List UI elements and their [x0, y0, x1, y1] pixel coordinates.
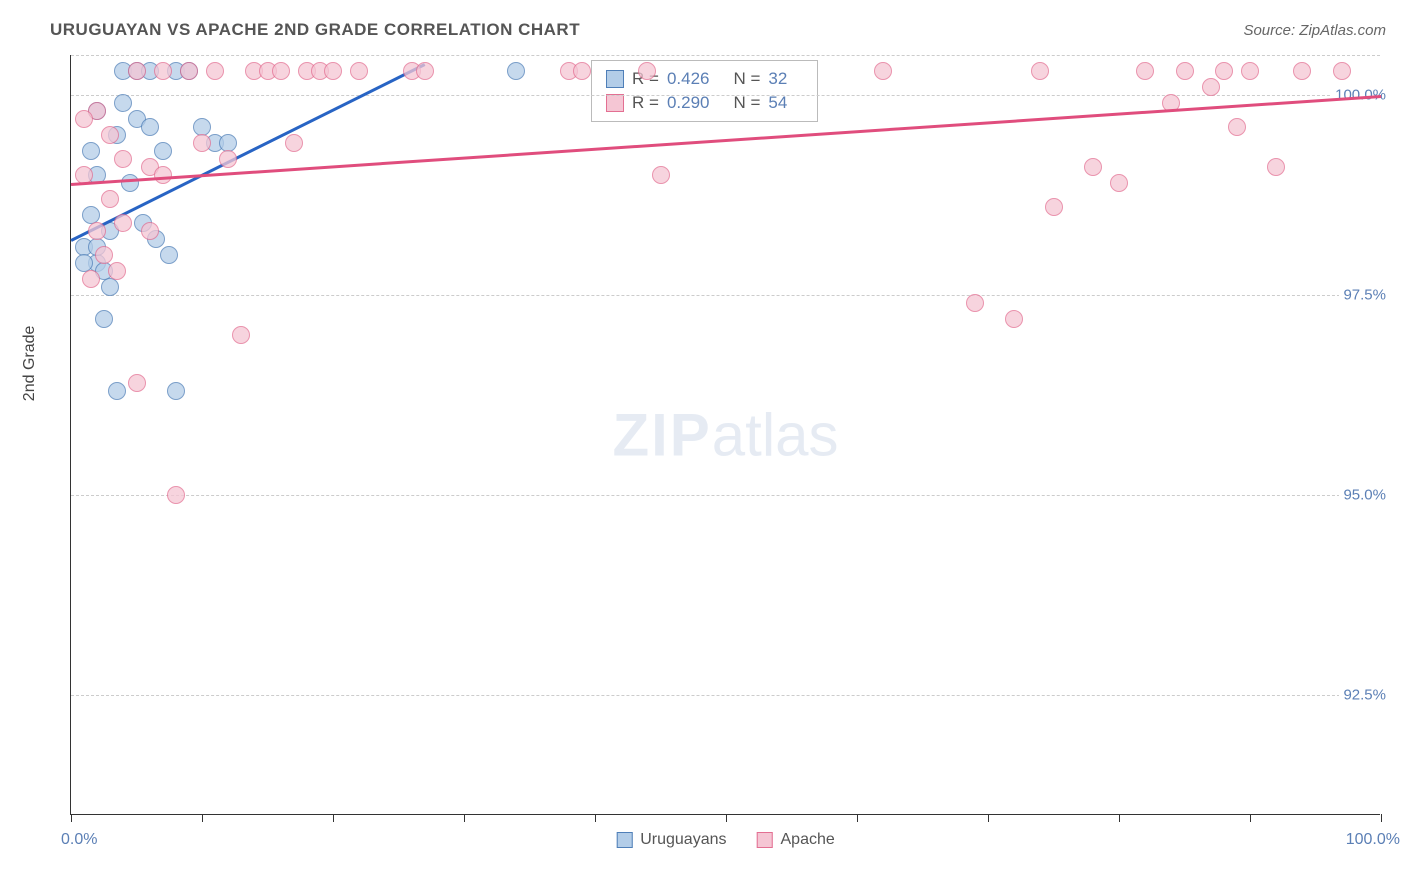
x-tick	[202, 814, 203, 822]
data-point	[180, 62, 198, 80]
data-point	[285, 134, 303, 152]
swatch-icon	[757, 832, 773, 848]
y-tick-label: 95.0%	[1339, 487, 1390, 504]
y-tick-label: 92.5%	[1339, 687, 1390, 704]
data-point	[160, 246, 178, 264]
data-point	[652, 166, 670, 184]
data-point	[416, 62, 434, 80]
data-point	[114, 214, 132, 232]
x-axis-max-label: 100.0%	[1346, 831, 1400, 849]
data-point	[128, 62, 146, 80]
y-axis-title: 2nd Grade	[21, 326, 39, 402]
r-value: 0.426	[667, 69, 710, 89]
scatter-chart: ZIPatlas R = 0.426 N = 32 R = 0.290 N = …	[70, 55, 1380, 815]
gridline	[71, 695, 1380, 696]
data-point	[141, 118, 159, 136]
data-point	[114, 94, 132, 112]
watermark: ZIPatlas	[612, 400, 838, 469]
data-point	[1333, 62, 1351, 80]
data-point	[1202, 78, 1220, 96]
data-point	[219, 150, 237, 168]
x-tick	[1119, 814, 1120, 822]
data-point	[638, 62, 656, 80]
legend-item-uruguayans: Uruguayans	[616, 831, 726, 849]
data-point	[154, 62, 172, 80]
data-point	[874, 62, 892, 80]
legend-label: Uruguayans	[640, 831, 726, 849]
data-point	[1031, 62, 1049, 80]
gridline	[71, 95, 1380, 96]
data-point	[101, 278, 119, 296]
data-point	[1267, 158, 1285, 176]
x-axis-min-label: 0.0%	[61, 831, 97, 849]
data-point	[101, 190, 119, 208]
gridline	[71, 495, 1380, 496]
data-point	[193, 134, 211, 152]
legend-label: Apache	[781, 831, 835, 849]
data-point	[350, 62, 368, 80]
swatch-icon	[606, 94, 624, 112]
data-point	[88, 222, 106, 240]
y-tick-label: 100.0%	[1331, 87, 1390, 104]
x-tick	[988, 814, 989, 822]
data-point	[1084, 158, 1102, 176]
data-point	[1045, 198, 1063, 216]
data-point	[324, 62, 342, 80]
swatch-icon	[616, 832, 632, 848]
stats-legend: R = 0.426 N = 32 R = 0.290 N = 54	[591, 60, 818, 122]
data-point	[101, 126, 119, 144]
data-point	[167, 486, 185, 504]
swatch-icon	[606, 70, 624, 88]
data-point	[128, 374, 146, 392]
data-point	[108, 382, 126, 400]
data-point	[154, 142, 172, 160]
gridline	[71, 295, 1380, 296]
data-point	[232, 326, 250, 344]
y-tick-label: 97.5%	[1339, 287, 1390, 304]
data-point	[966, 294, 984, 312]
x-tick	[333, 814, 334, 822]
r-value: 0.290	[667, 93, 710, 113]
x-tick	[71, 814, 72, 822]
data-point	[272, 62, 290, 80]
n-value: 54	[768, 93, 787, 113]
data-point	[75, 110, 93, 128]
x-tick	[857, 814, 858, 822]
x-tick	[1381, 814, 1382, 822]
data-point	[154, 166, 172, 184]
data-point	[82, 142, 100, 160]
data-point	[82, 270, 100, 288]
data-point	[167, 382, 185, 400]
data-point	[206, 62, 224, 80]
data-point	[1136, 62, 1154, 80]
legend-item-apache: Apache	[757, 831, 835, 849]
n-value: 32	[768, 69, 787, 89]
data-point	[108, 262, 126, 280]
x-tick	[595, 814, 596, 822]
data-point	[573, 62, 591, 80]
data-point	[141, 222, 159, 240]
source-attribution: Source: ZipAtlas.com	[1243, 22, 1386, 39]
data-point	[95, 246, 113, 264]
chart-title: URUGUAYAN VS APACHE 2ND GRADE CORRELATIO…	[50, 20, 580, 40]
stats-row-uruguayans: R = 0.426 N = 32	[606, 67, 803, 91]
data-point	[1005, 310, 1023, 328]
data-point	[1176, 62, 1194, 80]
x-tick	[464, 814, 465, 822]
data-point	[1293, 62, 1311, 80]
data-point	[1241, 62, 1259, 80]
data-point	[1215, 62, 1233, 80]
data-point	[121, 174, 139, 192]
data-point	[1110, 174, 1128, 192]
gridline	[71, 55, 1380, 56]
x-tick	[726, 814, 727, 822]
data-point	[1228, 118, 1246, 136]
x-tick	[1250, 814, 1251, 822]
data-point	[114, 150, 132, 168]
data-point	[95, 310, 113, 328]
series-legend: Uruguayans Apache	[616, 831, 835, 849]
chart-header: URUGUAYAN VS APACHE 2ND GRADE CORRELATIO…	[50, 20, 1386, 40]
data-point	[507, 62, 525, 80]
